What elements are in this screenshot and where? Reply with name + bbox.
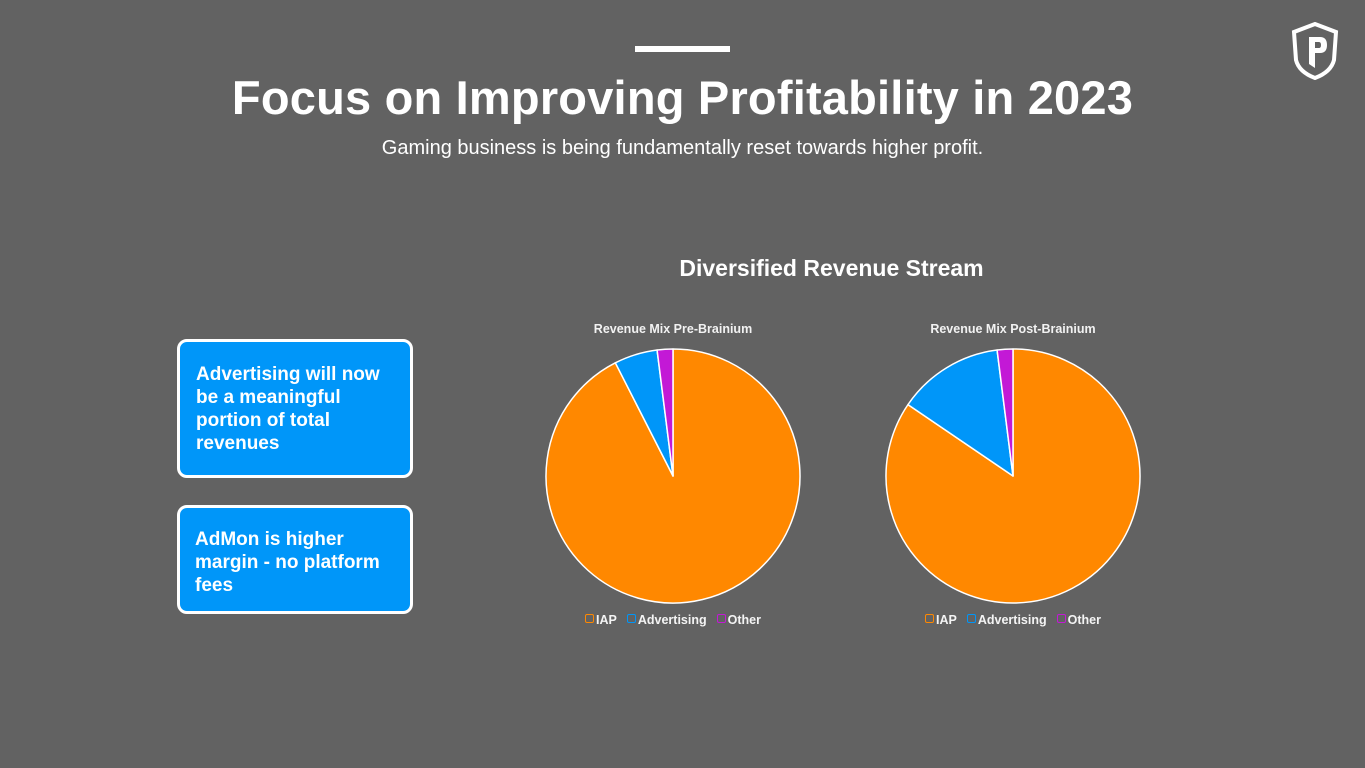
pie-slice-other — [996, 348, 1014, 477]
legend-item-advertising: Advertising — [966, 613, 1047, 627]
legend-label: Advertising — [977, 613, 1047, 627]
p-shield-logo-icon — [1291, 22, 1339, 80]
callout-advertising: Advertising will now be a meaningful por… — [177, 339, 413, 478]
legend-item-advertising: Advertising — [626, 613, 707, 627]
pie-slice-iap — [885, 348, 1141, 604]
legend-swatch — [1056, 614, 1066, 623]
legend-swatch — [925, 614, 935, 623]
legend-post: IAP Advertising Other — [883, 613, 1143, 627]
section-title: Diversified Revenue Stream — [679, 255, 984, 281]
pie-slice-other — [656, 348, 674, 477]
legend-pre: IAP Advertising Other — [543, 613, 803, 627]
chart-title-post: Revenue Mix Post-Brainium — [930, 322, 1096, 336]
legend-label: IAP — [936, 613, 957, 627]
legend-item-other: Other — [1056, 613, 1101, 627]
legend-swatch — [716, 614, 726, 623]
legend-swatch — [626, 614, 636, 623]
legend-item-iap: IAP — [585, 613, 617, 627]
legend-item-other: Other — [716, 613, 761, 627]
page-subtitle: Gaming business is being fundamentally r… — [381, 137, 984, 159]
title-accent-bar — [635, 46, 730, 52]
pie-slice-advertising — [907, 349, 1014, 477]
pie-chart-pre — [545, 348, 801, 604]
chart-title-pre: Revenue Mix Pre-Brainium — [593, 322, 753, 336]
page-title: Focus on Improving Profitability in 2023 — [231, 71, 1134, 124]
legend-item-iap: IAP — [925, 613, 957, 627]
legend-swatch — [585, 614, 595, 623]
callout-text: Advertising will now be a meaningful por… — [196, 364, 380, 454]
callout-text: AdMon is higher margin - no platform fee… — [195, 529, 380, 596]
pie-chart-post — [885, 348, 1141, 604]
legend-label: Other — [727, 613, 761, 627]
legend-swatch — [966, 614, 976, 623]
legend-label: Advertising — [637, 613, 707, 627]
legend-label: Other — [1067, 613, 1101, 627]
legend-label: IAP — [596, 613, 617, 627]
callout-admon: AdMon is higher margin - no platform fee… — [177, 505, 413, 614]
